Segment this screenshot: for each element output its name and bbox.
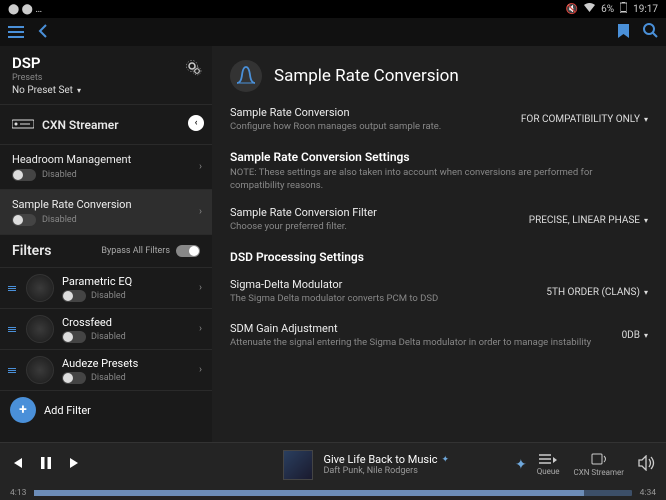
now-playing-bar: Give Life Back to Music✦ Daft Punk, Nile… [0,442,666,500]
battery-icon [620,2,627,16]
chevron-right-icon: › [199,365,202,376]
progress-bar[interactable] [34,490,631,496]
bypass-label: Bypass All Filters [101,246,170,256]
app-topbar [0,18,666,46]
main-panel: Sample Rate Conversion Sample Rate Conve… [212,46,666,442]
sparkle-icon: ✦ [442,455,450,465]
sigma-delta-selector[interactable]: 5TH ORDER (CLANS)▾ [546,278,648,306]
src-filter-selector[interactable]: PRECISE, LINEAR PHASE▾ [529,206,648,234]
drag-handle-icon[interactable] [8,368,16,373]
filter-row[interactable]: CrossfeedDisabled› [0,309,212,350]
search-icon[interactable] [643,23,658,42]
sidebar: DSP Presets No Preset Set▾ CXN Streamer … [0,46,212,442]
sdm-gain-selector[interactable]: 0DB▾ [622,322,648,350]
bypass-toggle[interactable] [176,245,200,257]
next-track-button[interactable] [68,455,82,474]
pause-button[interactable] [40,455,52,474]
chevron-down-icon: ▾ [644,288,648,297]
filter-thumb [26,356,54,384]
back-button[interactable] [38,23,48,42]
time-total: 4:34 [640,488,656,498]
time-elapsed: 4:13 [10,488,26,498]
volume-button[interactable] [638,455,656,475]
chevron-down-icon: ▾ [77,86,81,95]
chevron-right-icon: › [199,207,202,218]
plus-icon: + [10,397,36,423]
dsp-sublabel: Presets [12,73,200,83]
sidebar-item-src[interactable]: Sample Rate Conversion Disabled › [0,190,212,235]
filters-header: Filters Bypass All Filters [0,235,212,268]
chevron-down-icon: ▾ [644,331,648,340]
preset-selector[interactable]: No Preset Set▾ [12,85,200,96]
setting-src-filter: Sample Rate Conversion Filter Choose you… [230,206,648,234]
menu-icon[interactable] [8,23,24,42]
queue-button[interactable]: Queue [537,453,560,476]
filter-thumb [26,315,54,343]
device-row[interactable]: CXN Streamer ‹ [0,105,212,145]
src-mode-selector[interactable]: FOR COMPATIBILITY ONLY▾ [521,106,648,134]
filter-toggle[interactable] [62,372,86,384]
drag-handle-icon[interactable] [8,286,16,291]
src-header-icon [230,60,262,92]
gear-icon[interactable] [186,60,202,80]
chevron-down-icon: ▾ [644,115,648,124]
settings-section-title: Sample Rate Conversion Settings [230,150,648,164]
clock: 19:17 [633,4,658,15]
chevron-right-icon: › [199,324,202,335]
track-info[interactable]: Give Life Back to Music✦ Daft Punk, Nile… [323,453,504,476]
dsp-header[interactable]: DSP Presets No Preset Set▾ [0,46,212,105]
chevron-down-icon: ▾ [644,216,648,225]
dsd-section-title: DSD Processing Settings [230,250,648,264]
signal-path-icon[interactable]: ✦ [515,457,527,473]
dsp-title: DSP [12,54,200,72]
settings-section-note: NOTE: These settings are also taken into… [230,167,648,193]
device-collapse-icon[interactable]: ‹ [188,115,204,131]
filter-toggle[interactable] [62,331,86,343]
output-zone-button[interactable]: CXN Streamer [574,452,624,477]
setting-src-mode: Sample Rate Conversion Configure how Roo… [230,106,648,134]
album-art[interactable] [283,450,313,480]
filter-toggle[interactable] [62,290,86,302]
setting-sdm-gain: SDM Gain Adjustment Attenuate the signal… [230,322,648,350]
filter-row[interactable]: Audeze PresetsDisabled› [0,350,212,391]
battery-text: 6% [601,4,614,15]
mute-icon: 🔇 [566,4,578,15]
statusbar-left-icons: ⬤ ⬤ … [8,4,42,15]
bookmark-icon[interactable] [618,23,629,42]
filter-thumb [26,274,54,302]
filter-row[interactable]: Parametric EQDisabled› [0,268,212,309]
filters-title: Filters [12,243,101,259]
streamer-icon [12,115,34,134]
sidebar-item-headroom[interactable]: Headroom Management Disabled › [0,145,212,190]
prev-track-button[interactable] [10,455,24,474]
add-filter-label: Add Filter [44,404,91,417]
chevron-right-icon: › [199,283,202,294]
device-name: CXN Streamer [42,118,119,132]
android-statusbar: ⬤ ⬤ … 🔇 6% 19:17 [0,0,666,18]
page-title: Sample Rate Conversion [274,66,459,86]
drag-handle-icon[interactable] [8,327,16,332]
add-filter-row[interactable]: + Add Filter [0,391,212,429]
src-toggle[interactable] [12,214,36,226]
setting-sigma-delta: Sigma-Delta Modulator The Sigma Delta mo… [230,278,648,306]
headroom-toggle[interactable] [12,169,36,181]
wifi-icon [584,3,595,15]
chevron-right-icon: › [199,162,202,173]
